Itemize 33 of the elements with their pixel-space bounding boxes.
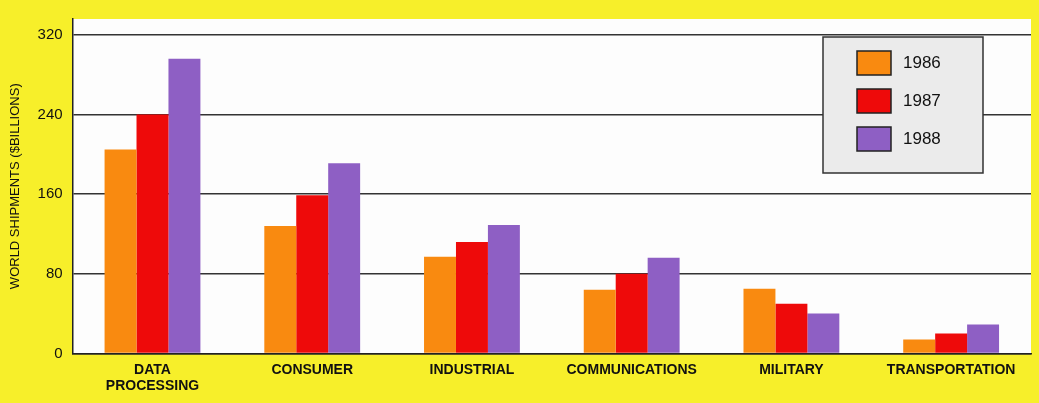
bar [296, 195, 329, 353]
bar [455, 241, 488, 353]
bar [583, 289, 616, 353]
bar [935, 333, 968, 353]
x-tick-label: DATA PROCESSING [105, 360, 200, 394]
bar [136, 114, 169, 353]
x-tick-label: COMMUNICATIONS [566, 360, 697, 377]
y-tick-label: 160 [37, 184, 63, 202]
bar [615, 273, 648, 353]
bar [743, 288, 776, 353]
x-tick-label: CONSUMER [271, 360, 354, 377]
y-tick-label: 80 [45, 263, 63, 281]
bar [807, 313, 840, 353]
bar [487, 225, 520, 353]
bar [424, 256, 456, 353]
y-tick-label: 0 [54, 343, 63, 361]
bar [104, 149, 137, 353]
bar [775, 303, 808, 353]
bar [264, 226, 297, 353]
y-tick-label: 240 [37, 104, 63, 122]
y-tick-label: 320 [37, 25, 63, 43]
bar [168, 58, 201, 353]
bar [903, 339, 936, 353]
legend-label: 1988 [903, 128, 941, 148]
bar [647, 257, 680, 353]
x-tick-label: MILITARY [759, 360, 825, 377]
x-tick-label: INDUSTRIAL [429, 360, 515, 377]
x-tick-label: TRANSPORTATION [886, 360, 1016, 377]
y-axis-title: WORLD SHIPMENTS ($BILLIONS) [7, 83, 23, 290]
legend-label: 1987 [903, 90, 941, 110]
legend-label: 1986 [903, 52, 941, 72]
bar [967, 324, 1000, 353]
bar [328, 163, 361, 353]
